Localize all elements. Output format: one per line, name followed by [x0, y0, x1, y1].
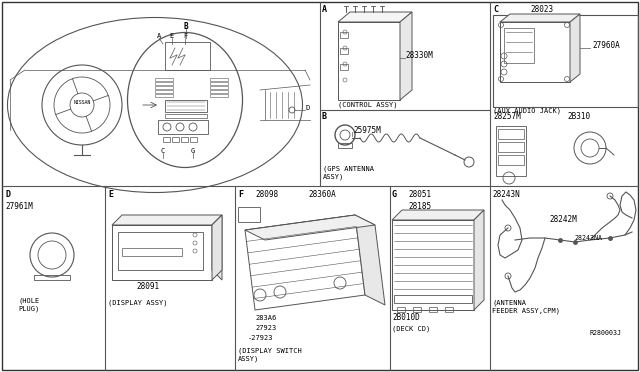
Text: (DISPLAY SWITCH
ASSY): (DISPLAY SWITCH ASSY)	[238, 348, 301, 362]
Text: E: E	[108, 190, 113, 199]
Bar	[338, 143, 352, 148]
Bar	[340, 32, 348, 38]
Bar	[34, 275, 70, 280]
Text: (HOLE
PLUG): (HOLE PLUG)	[18, 298, 39, 312]
Text: R280003J: R280003J	[590, 330, 622, 336]
Bar	[210, 78, 228, 81]
Bar	[238, 207, 260, 222]
Text: 283A6: 283A6	[255, 315, 276, 321]
Text: D: D	[305, 105, 309, 111]
Bar	[181, 137, 188, 142]
Text: B: B	[322, 112, 327, 121]
Text: F: F	[238, 190, 243, 199]
Bar	[118, 232, 203, 270]
Bar	[392, 220, 474, 310]
Bar	[445, 307, 453, 312]
Text: -27923: -27923	[248, 335, 273, 341]
Bar	[155, 94, 173, 97]
Text: G: G	[392, 190, 397, 199]
Bar	[155, 86, 173, 89]
Text: (AUX AUDIO JACK): (AUX AUDIO JACK)	[493, 108, 561, 115]
Text: 28185: 28185	[408, 202, 431, 211]
Bar	[500, 22, 570, 82]
Text: 28051: 28051	[408, 190, 431, 199]
Text: B: B	[184, 22, 188, 31]
Bar	[498, 129, 524, 139]
Text: 28243N: 28243N	[492, 190, 520, 199]
Polygon shape	[392, 210, 484, 220]
Text: 28091: 28091	[136, 282, 159, 291]
Polygon shape	[245, 215, 375, 240]
Polygon shape	[400, 12, 412, 100]
Text: (CONTROL ASSY): (CONTROL ASSY)	[338, 102, 397, 109]
Polygon shape	[474, 210, 484, 310]
Bar	[413, 307, 421, 312]
Text: 28257M: 28257M	[493, 112, 521, 121]
Text: A: A	[157, 33, 161, 39]
Text: 28098: 28098	[255, 190, 278, 199]
Text: 25975M: 25975M	[353, 126, 381, 135]
Text: 27961M: 27961M	[5, 202, 33, 211]
Text: (DECK CD): (DECK CD)	[392, 325, 430, 331]
Bar	[190, 137, 197, 142]
Polygon shape	[112, 215, 222, 225]
Bar	[493, 15, 638, 107]
Text: 27960A: 27960A	[592, 41, 620, 49]
Text: NISSAN: NISSAN	[74, 99, 91, 105]
Bar	[165, 114, 207, 118]
Text: 28330M: 28330M	[405, 51, 433, 60]
Polygon shape	[212, 215, 222, 280]
Bar	[163, 137, 170, 142]
Text: 28242M: 28242M	[549, 215, 577, 224]
Bar	[165, 42, 210, 70]
Text: (ANTENNA
FEEDER ASSY,CPM): (ANTENNA FEEDER ASSY,CPM)	[492, 300, 560, 314]
Text: (GPS ANTENNA
ASSY): (GPS ANTENNA ASSY)	[323, 165, 374, 180]
Bar	[429, 307, 437, 312]
Bar	[498, 155, 524, 165]
Text: 28023: 28023	[530, 5, 553, 14]
Bar	[338, 22, 400, 100]
Text: 27923: 27923	[255, 325, 276, 331]
Text: A: A	[322, 5, 327, 14]
Text: C: C	[161, 148, 165, 154]
Bar	[394, 295, 472, 303]
Bar	[340, 48, 348, 54]
Polygon shape	[212, 215, 222, 280]
Bar	[165, 100, 207, 112]
Bar	[210, 82, 228, 85]
Bar	[155, 78, 173, 81]
Text: 2B010D: 2B010D	[392, 313, 420, 322]
Polygon shape	[500, 14, 580, 22]
Polygon shape	[355, 215, 385, 305]
Text: C: C	[493, 5, 498, 14]
Text: 28360A: 28360A	[308, 190, 336, 199]
Bar	[340, 64, 348, 70]
Bar	[210, 90, 228, 93]
Bar	[172, 137, 179, 142]
Text: 28243NA: 28243NA	[574, 235, 602, 241]
Polygon shape	[570, 14, 580, 82]
Bar	[158, 120, 208, 134]
Text: G: G	[191, 148, 195, 154]
Polygon shape	[338, 12, 412, 22]
Text: E: E	[170, 33, 174, 39]
Bar	[155, 82, 173, 85]
Bar	[155, 90, 173, 93]
Bar	[210, 94, 228, 97]
Bar	[504, 28, 534, 63]
Bar	[112, 225, 212, 280]
Bar	[498, 142, 524, 152]
Bar	[122, 248, 182, 256]
Text: (DISPLAY ASSY): (DISPLAY ASSY)	[108, 300, 168, 307]
Bar	[397, 307, 405, 312]
Bar	[496, 126, 526, 176]
Text: D: D	[5, 190, 10, 199]
Text: 2B310: 2B310	[567, 112, 590, 121]
Bar	[210, 86, 228, 89]
Text: F: F	[183, 33, 187, 39]
